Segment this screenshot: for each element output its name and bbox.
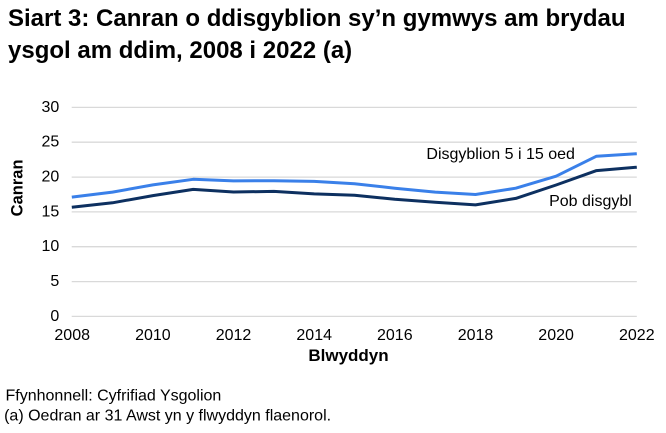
svg-text:Disgyblion 5 i 15 oed: Disgyblion 5 i 15 oed xyxy=(426,146,575,163)
svg-text:10: 10 xyxy=(42,238,60,255)
svg-text:Canran: Canran xyxy=(9,159,27,216)
svg-text:15: 15 xyxy=(42,203,60,220)
svg-text:2010: 2010 xyxy=(135,327,171,344)
svg-text:2008: 2008 xyxy=(54,327,90,344)
svg-text:2020: 2020 xyxy=(538,327,574,344)
svg-text:Siart 3: Canran o ddisgyblion: Siart 3: Canran o ddisgyblion sy’n gymwy… xyxy=(8,5,625,32)
svg-text:0: 0 xyxy=(50,308,59,325)
svg-text:25: 25 xyxy=(42,134,60,151)
svg-text:20: 20 xyxy=(42,169,60,186)
svg-text:2016: 2016 xyxy=(377,327,413,344)
svg-text:30: 30 xyxy=(42,99,60,116)
svg-text:Ffynhonnell: Cyfrifiad Ysgolio: Ffynhonnell: Cyfrifiad Ysgolion xyxy=(6,388,222,405)
svg-text:(a) Oedran ar 31 Awst yn y flw: (a) Oedran ar 31 Awst yn y flwyddyn flae… xyxy=(4,407,331,424)
svg-text:2014: 2014 xyxy=(296,327,332,344)
svg-text:ysgol am ddim, 2008 i 2022 (a): ysgol am ddim, 2008 i 2022 (a) xyxy=(8,37,352,64)
svg-text:Pob disgybl: Pob disgybl xyxy=(549,193,632,210)
svg-text:Blwyddyn: Blwyddyn xyxy=(308,346,388,365)
svg-text:2018: 2018 xyxy=(458,327,494,344)
svg-text:2022: 2022 xyxy=(619,327,655,344)
svg-text:5: 5 xyxy=(50,273,59,290)
svg-text:2012: 2012 xyxy=(216,327,252,344)
